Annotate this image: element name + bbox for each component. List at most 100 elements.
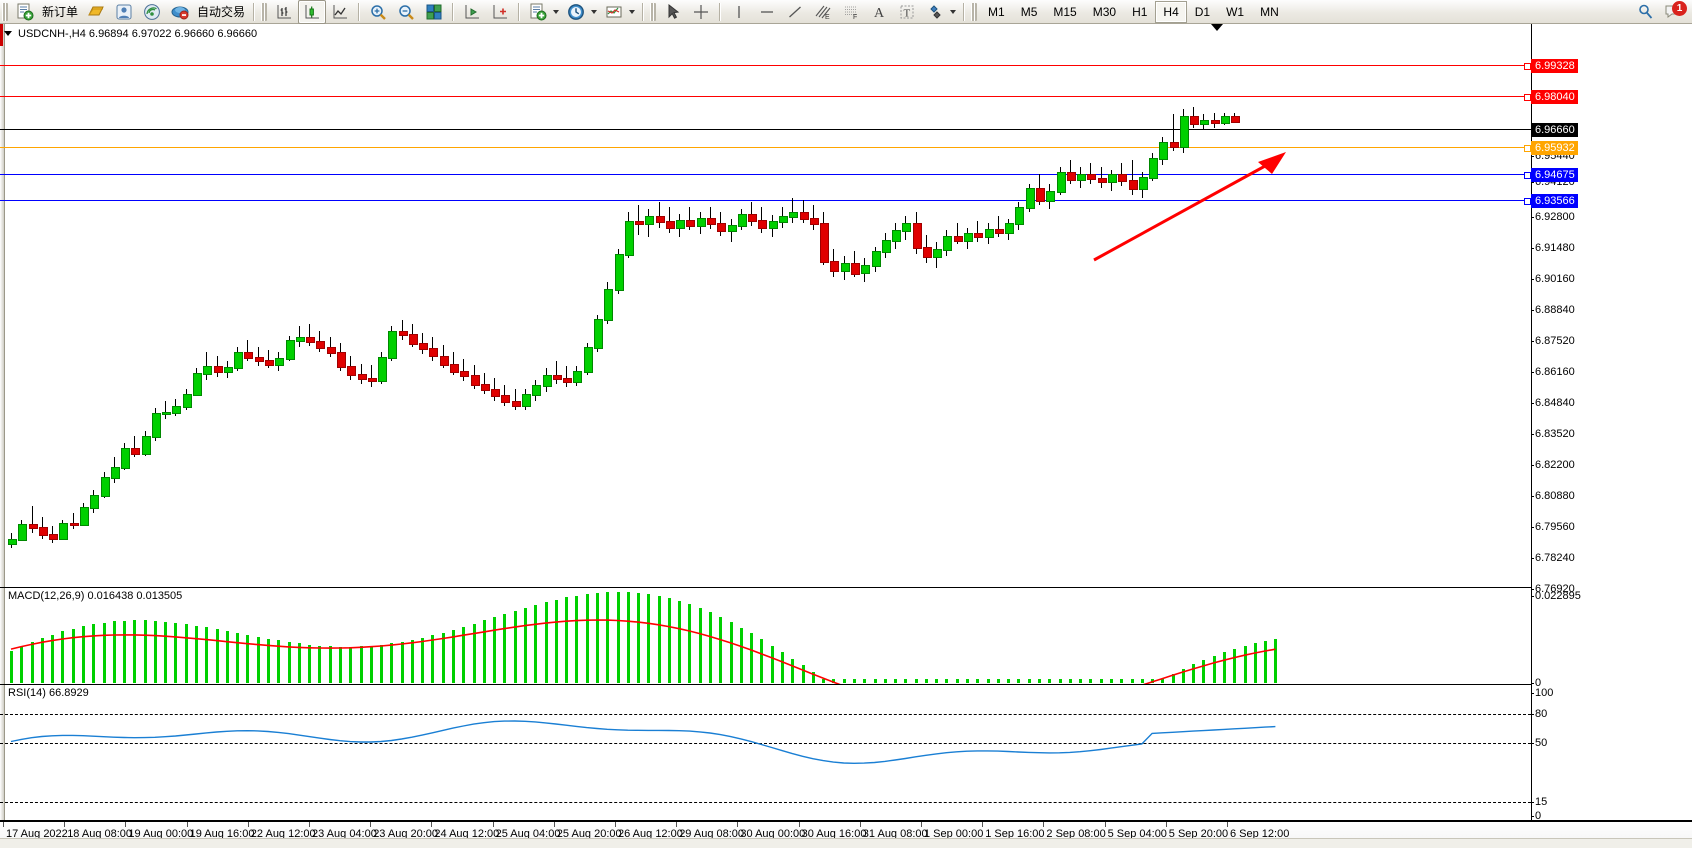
horizontal-line-icon[interactable] [753, 0, 781, 24]
timeframe-mn[interactable]: MN [1260, 4, 1279, 19]
chevron-down-icon-3[interactable] [629, 9, 636, 14]
candle-body [286, 340, 295, 360]
chevron-down-icon-2[interactable] [591, 9, 598, 14]
time-tick [492, 822, 494, 827]
macd-bar [1028, 679, 1031, 683]
macd-bar [1079, 679, 1082, 683]
new-order-icon[interactable] [11, 0, 39, 24]
profile-icon[interactable] [110, 0, 138, 24]
macd-bar [288, 642, 291, 683]
macd-bar [904, 679, 907, 683]
cursor-icon[interactable] [659, 0, 687, 24]
expert-advisor-icon[interactable] [166, 0, 194, 24]
candle-body [70, 522, 79, 526]
macd-bar [606, 592, 609, 683]
line-chart-icon[interactable] [326, 0, 354, 24]
timeframe-h4[interactable]: H4 [1155, 0, 1187, 23]
crosshair-icon[interactable] [687, 0, 715, 24]
fibonacci-icon[interactable]: F [837, 0, 865, 24]
toolbar-grip-2[interactable] [261, 2, 268, 21]
candle-body [29, 523, 38, 530]
candle-body [1036, 188, 1045, 203]
time-tick [125, 822, 127, 827]
trend-arrow-annotation[interactable] [1090, 144, 1300, 264]
label-icon[interactable]: T [893, 0, 921, 24]
toolbar-grip-4[interactable] [971, 2, 978, 21]
macd-bar [493, 617, 496, 683]
rsi-oversold-line [0, 802, 1531, 803]
shift-chart-icon[interactable] [458, 0, 486, 24]
macd-bar [730, 622, 733, 683]
svg-text:E: E [825, 14, 830, 21]
macd-bar [586, 594, 589, 683]
support-line-2[interactable] [0, 198, 1531, 205]
new-order-label[interactable]: 新订单 [42, 5, 79, 19]
candle-body [378, 356, 387, 383]
vertical-line-icon[interactable] [725, 0, 753, 24]
macd-bar [92, 624, 95, 683]
bar-chart-icon[interactable] [270, 0, 298, 24]
candlestick-icon[interactable] [298, 0, 327, 24]
rsi-axis-15: 15 [1531, 796, 1547, 808]
toolbar-grip-3[interactable] [650, 2, 657, 21]
price-tick: 6.90160 [1531, 273, 1575, 285]
notifications-icon[interactable]: 1 [1660, 0, 1688, 23]
shapes-icon[interactable] [921, 0, 949, 24]
macd-axis-top: 0.022895 [1531, 590, 1581, 602]
macd-bar [421, 637, 424, 683]
macd-bar [565, 597, 568, 683]
zoom-out-icon[interactable] [392, 0, 420, 24]
equidistant-channel-icon[interactable]: E [809, 0, 837, 24]
rsi-tick-80: 80 [1535, 708, 1548, 720]
pivot-line[interactable] [0, 145, 1531, 152]
price-axis-line [1531, 24, 1532, 820]
indicators-icon[interactable] [524, 0, 552, 24]
timeframe-m30[interactable]: M30 [1092, 4, 1117, 19]
timeframe-h1[interactable]: H1 [1132, 4, 1148, 19]
macd-bar [390, 643, 393, 683]
candle-wick [402, 320, 403, 341]
auto-scroll-icon[interactable] [486, 0, 514, 24]
support-line-1[interactable] [0, 172, 1531, 179]
signal-icon[interactable] [138, 0, 166, 24]
chart-area[interactable]: USDCNH-,H4 6.96894 6.97022 6.96660 6.966… [0, 24, 1692, 848]
candle-body [810, 217, 819, 226]
macd-bar [1244, 645, 1247, 683]
chevron-down-icon-chart[interactable] [4, 31, 12, 36]
timeframe-d1[interactable]: D1 [1194, 4, 1211, 19]
candle-body [1057, 171, 1066, 193]
timeframe-m15[interactable]: M15 [1053, 4, 1077, 19]
chevron-down-icon[interactable] [553, 9, 560, 14]
macd-bar [452, 629, 455, 683]
timeframe-w1[interactable]: W1 [1226, 4, 1245, 19]
macd-bar [832, 679, 835, 683]
resistance-line-1[interactable] [0, 63, 1531, 70]
macd-bar [339, 646, 342, 683]
folder-icon[interactable] [82, 0, 110, 24]
candle-body [1170, 141, 1179, 149]
macd-bar [1202, 660, 1205, 683]
chevron-down-icon-4[interactable] [950, 9, 957, 14]
time-tick-label: 31 Aug 08:00 [862, 828, 928, 840]
candle-body [985, 229, 994, 239]
search-icon[interactable] [1632, 0, 1660, 24]
candle-body [666, 221, 675, 229]
timeframe-m1[interactable]: M1 [988, 4, 1005, 19]
text-icon[interactable]: A [865, 0, 893, 24]
candle-body [543, 375, 552, 387]
period-clock-icon[interactable] [562, 0, 590, 24]
candle-body [255, 356, 264, 363]
timeframe-m5[interactable]: M5 [1020, 4, 1038, 19]
toolbar-grip[interactable] [2, 2, 8, 21]
autotrading-label[interactable]: 自动交易 [197, 5, 246, 19]
resistance-line-2[interactable] [0, 94, 1531, 101]
tile-windows-icon[interactable] [420, 0, 448, 24]
trendline-icon[interactable] [781, 0, 809, 24]
zoom-in-icon[interactable] [364, 0, 392, 24]
candle-body [265, 360, 274, 366]
templates-icon[interactable] [600, 0, 628, 24]
chart-left-scroll-strip[interactable] [0, 24, 5, 820]
rsi-overbought-line [0, 714, 1531, 715]
candle-body [152, 412, 161, 439]
macd-bar [791, 658, 794, 683]
